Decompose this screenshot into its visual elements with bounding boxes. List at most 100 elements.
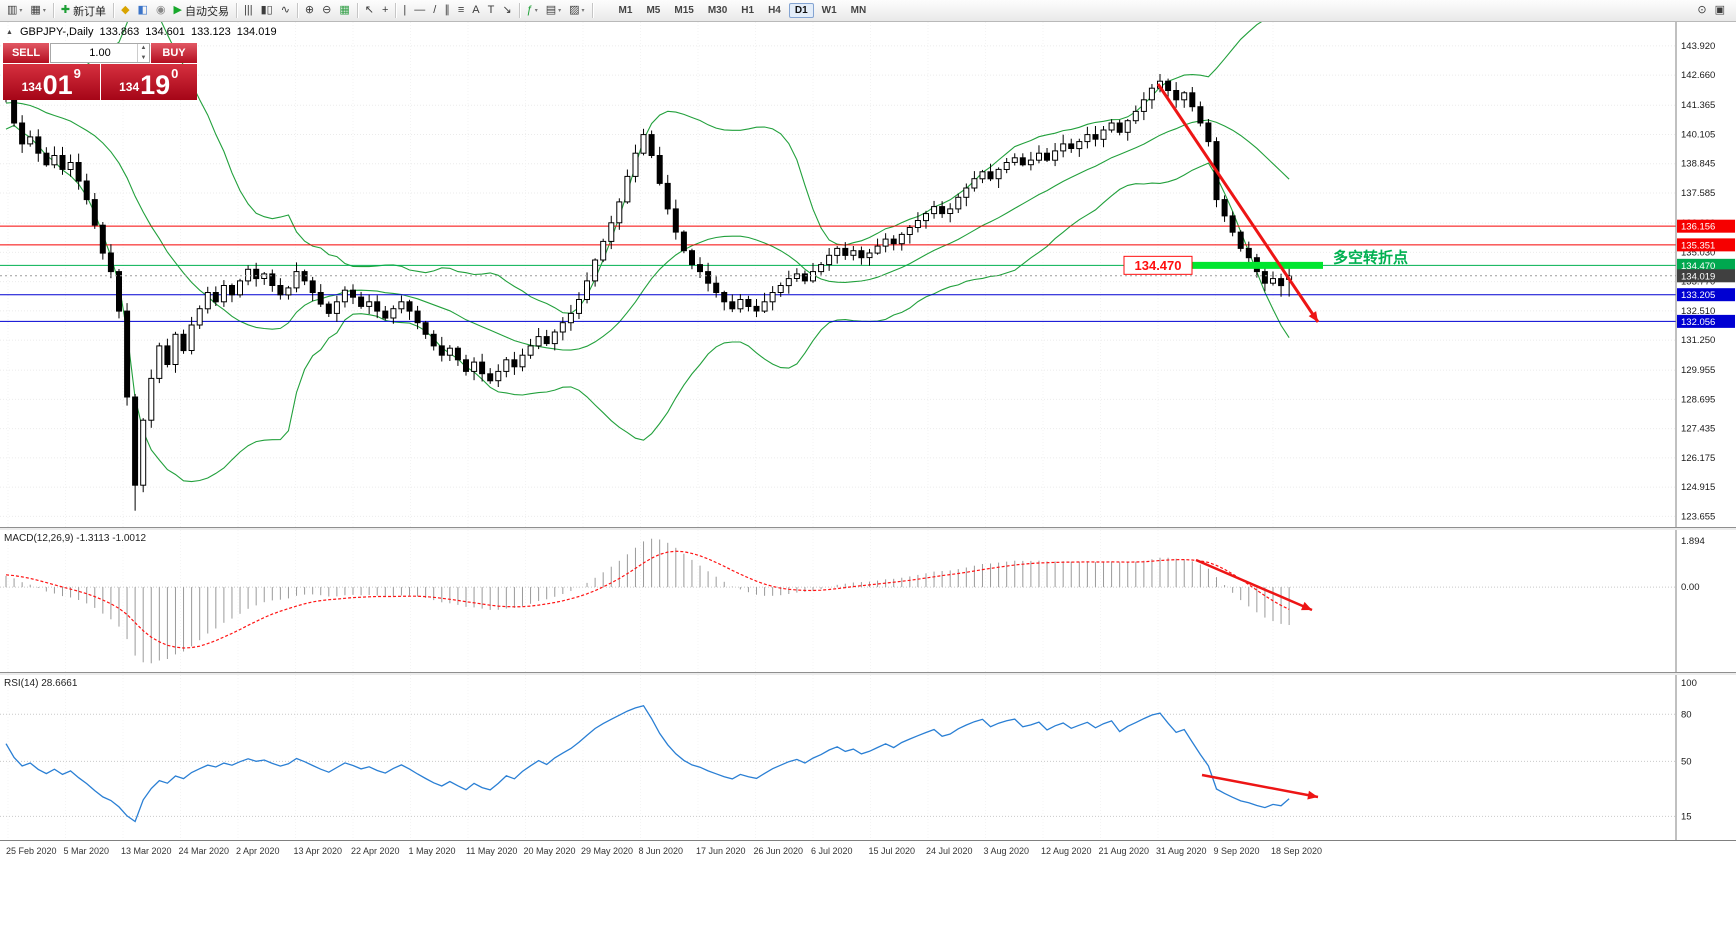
price-axis-label: 123.655: [1681, 511, 1715, 522]
channel-icon[interactable]: ∥: [441, 2, 453, 20]
timeframe-h4-button[interactable]: H4: [768, 5, 781, 16]
price-axis-label: 132.510: [1681, 306, 1715, 317]
macd-axis-label: 0.00: [1681, 582, 1700, 593]
date-axis-label: 17 Jun 2020: [696, 846, 746, 856]
cursor-icon[interactable]: ↖: [362, 2, 377, 20]
buy-price-pips: 19: [140, 70, 171, 101]
price-tag-label[interactable]: 134.470: [1123, 255, 1193, 275]
trend-arrow[interactable]: [1156, 83, 1320, 323]
macd-trend-arrow[interactable]: [1195, 558, 1313, 612]
timeframe-d1-button[interactable]: D1: [788, 3, 814, 18]
buy-price[interactable]: 134 19 0: [100, 64, 197, 101]
arrows-icon[interactable]: ↘: [499, 2, 514, 20]
one-click-trading-panel: SELL 1.00 ▲ ▼ BUY 134 01 9 134 19 0: [3, 43, 197, 100]
new-order-button-glyph: ✚: [60, 4, 71, 16]
timeframe-w1-button[interactable]: W1: [821, 5, 837, 16]
zoom-out-icon[interactable]: ⊖: [319, 2, 334, 20]
timeframe-mn-button[interactable]: MN: [850, 5, 867, 16]
toolbar-separator: [356, 3, 358, 18]
timeframe-m5-button[interactable]: M5: [646, 5, 661, 16]
volume-input[interactable]: 1.00 ▲ ▼: [50, 43, 150, 63]
price-axis-label: 129.955: [1681, 365, 1715, 376]
date-axis-label: 9 Sep 2020: [1213, 846, 1260, 856]
autotrading-button[interactable]: ▶ 自动交易: [171, 2, 232, 20]
date-axis-label: 21 Aug 2020: [1098, 846, 1150, 856]
new-order-button-label: 新订单: [73, 5, 107, 18]
timeframe-m1-button[interactable]: M1: [618, 5, 633, 16]
date-axis-label: 20 May 2020: [523, 846, 576, 856]
trendline-icon[interactable]: /: [430, 2, 439, 20]
metaeditor-icon[interactable]: ◆: [118, 2, 132, 20]
tile-windows-icon[interactable]: ▦: [336, 2, 352, 20]
price-axis-badge: [1677, 238, 1735, 252]
sell-price[interactable]: 134 01 9: [3, 64, 100, 100]
sell-price-frac: 9: [73, 66, 81, 81]
crosshair-icon[interactable]: +: [379, 2, 391, 20]
timeframe-m15-button[interactable]: M15: [674, 5, 694, 16]
bar-chart-icon-glyph: |||: [244, 4, 253, 16]
new-order-button[interactable]: ✚ 新订单: [58, 2, 109, 20]
label-icon[interactable]: T: [485, 2, 498, 20]
pane-splitter-rsi[interactable]: [0, 672, 1736, 675]
templates-icon[interactable]: ▨ ▾: [566, 2, 587, 20]
rsi-label: RSI(14) 28.6661: [4, 678, 78, 689]
indicators-icon[interactable]: ƒ ▾: [524, 2, 541, 20]
svg-text:134.019: 134.019: [1681, 271, 1715, 282]
date-axis-label: 24 Jul 2020: [926, 846, 973, 856]
new-chart-icon[interactable]: ▥ ▾: [4, 2, 25, 20]
fibonacci-icon-glyph: ≡: [457, 4, 465, 16]
line-chart-icon-glyph: ∿: [280, 4, 290, 16]
quote-low: 133.123: [191, 26, 231, 38]
turning-point-text[interactable]: 多空转折点: [1333, 248, 1408, 266]
text-icon[interactable]: A: [469, 2, 482, 20]
search-icon[interactable]: ⊙: [1694, 2, 1709, 20]
grid: [0, 22, 1676, 527]
date-axis[interactable]: 25 Feb 2020 5 Mar 2020 13 Mar 2020 24 Mar 2…: [0, 844, 1736, 862]
zoom-in-icon[interactable]: ⊕: [302, 2, 317, 20]
profiles-icon-glyph: ▦: [30, 4, 41, 16]
price-axis-label: 142.660: [1681, 70, 1715, 81]
volume-spinner[interactable]: ▲ ▼: [137, 44, 149, 62]
market-watch-icon[interactable]: ◧: [135, 2, 151, 20]
price-axis-label: 141.365: [1681, 100, 1715, 111]
horizontal-lines[interactable]: [0, 225, 1676, 322]
spin-down-icon[interactable]: ▼: [140, 55, 147, 61]
dropdown-arrow-icon: ▾: [42, 8, 46, 14]
indicators-icon-glyph: ƒ: [526, 4, 533, 16]
periods-icon[interactable]: ▤ ▾: [543, 2, 564, 20]
fibonacci-icon[interactable]: ≡: [455, 2, 467, 20]
navigator-icon-glyph: ◉: [155, 4, 166, 16]
timeframe-h1-button[interactable]: H1: [741, 5, 755, 16]
profiles-icon[interactable]: ▦ ▾: [27, 2, 48, 20]
sell-button[interactable]: SELL: [3, 43, 49, 63]
panels-icon[interactable]: ▣: [1712, 2, 1728, 20]
rsi-trend-arrow[interactable]: [1201, 773, 1319, 800]
price-axis-badge: [1677, 288, 1735, 302]
price-axis-badge: [1677, 258, 1735, 272]
candlestick-chart-icon[interactable]: ▮▯: [258, 2, 276, 20]
pane-splitter-macd[interactable]: [0, 527, 1736, 530]
navigator-icon[interactable]: ◉: [153, 2, 169, 20]
buy-button[interactable]: BUY: [151, 43, 197, 63]
price-axis-badge: [1677, 219, 1735, 233]
date-axis-label: 24 Mar 2020: [178, 846, 230, 856]
vertical-line-icon[interactable]: |: [400, 2, 409, 20]
price-axis-label: 135.030: [1681, 247, 1715, 258]
toolbar-separator: [395, 3, 397, 18]
sell-price-pips: 01: [42, 70, 73, 101]
rsi-pane[interactable]: 100 80 50 15 RSI(14) 28.6661: [0, 675, 1736, 840]
price-axis[interactable]: 143.920 142.660 141.365 140.105 138.845 137.5…: [1675, 22, 1735, 527]
oneclick-toggle-icon[interactable]: ▲: [6, 28, 13, 36]
rsi-axis[interactable]: 100 80 50 15: [1675, 675, 1697, 840]
date-axis-label: 22 Apr 2020: [351, 846, 400, 856]
line-chart-icon[interactable]: ∿: [278, 2, 293, 20]
horizontal-line-icon[interactable]: —: [411, 2, 428, 20]
bar-chart-icon[interactable]: |||: [241, 2, 256, 20]
main-chart[interactable]: 134.470 多空转折点 143.920 142.660 141.365 140.105…: [0, 22, 1736, 527]
timeframe-m30-button[interactable]: M30: [707, 5, 728, 16]
spin-up-icon[interactable]: ▲: [140, 45, 147, 51]
channel-icon-glyph: ∥: [444, 4, 450, 16]
vertical-line-icon-glyph: |: [403, 4, 407, 16]
